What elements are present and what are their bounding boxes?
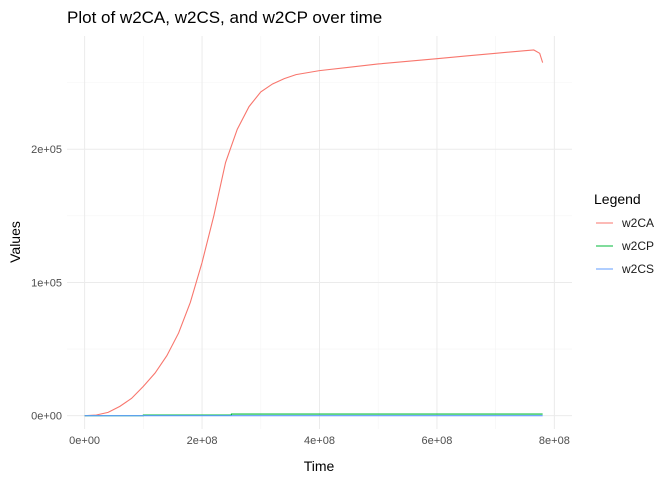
chart-title: Plot of w2CA, w2CS, and w2CP over time: [67, 8, 382, 27]
legend: Legend w2CA w2CP w2CS: [594, 191, 654, 276]
legend-label-w2CA: w2CA: [621, 216, 654, 230]
x-tick-label: 4e+08: [304, 435, 335, 447]
series-lines: [84, 49, 544, 417]
legend-label-w2CP: w2CP: [621, 239, 654, 253]
y-tick-label: 0e+00: [31, 411, 62, 423]
legend-label-w2CS: w2CS: [621, 262, 654, 276]
x-tick-label: 6e+08: [421, 435, 452, 447]
legend-title: Legend: [594, 191, 641, 207]
x-axis-ticks: 0e+00 2e+08 4e+08 6e+08 8e+08: [69, 435, 570, 447]
y-axis-ticks: 0e+00 1e+05 2e+05: [31, 144, 62, 422]
x-axis-label: Time: [304, 458, 335, 474]
y-tick-label: 1e+05: [31, 277, 62, 289]
x-tick-label: 2e+08: [187, 435, 218, 447]
x-tick-label: 8e+08: [539, 435, 570, 447]
x-tick-label: 0e+00: [69, 435, 100, 447]
y-tick-label: 2e+05: [31, 144, 62, 156]
y-axis-label: Values: [7, 221, 23, 263]
grid: [67, 36, 572, 429]
series-line-w2CA: [84, 49, 544, 417]
